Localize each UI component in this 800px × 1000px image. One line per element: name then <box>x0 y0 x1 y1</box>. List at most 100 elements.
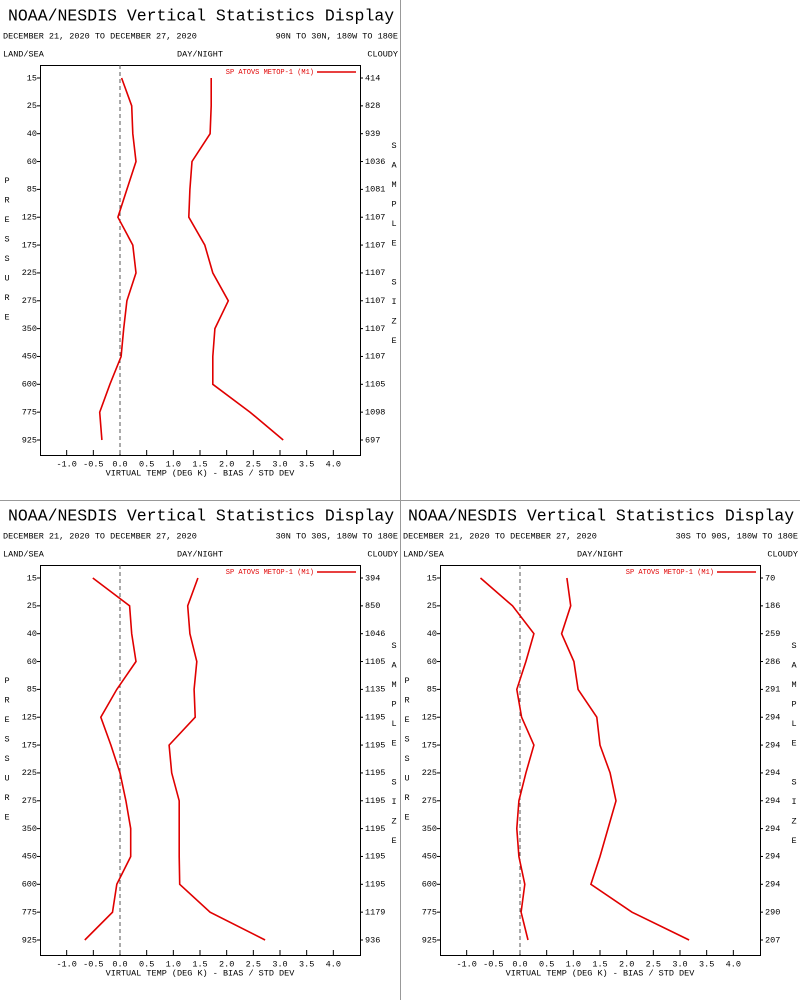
panel: NOAA/NESDIS Vertical Statistics Display D… <box>2 6 399 478</box>
sample-size-label: 850 <box>365 601 380 611</box>
y-tick-label: 85 <box>427 685 437 695</box>
x-tick-label: 2.0 <box>219 459 234 469</box>
sample-size-label: 1105 <box>365 380 385 390</box>
land-sea-label: LAND/SEA <box>3 49 45 59</box>
sample-size-label: 294 <box>765 796 780 806</box>
date-range: DECEMBER 21, 2020 TO DECEMBER 27, 2020 <box>3 31 197 41</box>
x-tick-label: -0.5 <box>483 959 503 969</box>
x-axis-label: VIRTUAL TEMP (DEG K) - BIAS / STD DEV <box>106 968 296 978</box>
sample-size-label: 414 <box>365 73 380 83</box>
land-sea-label: LAND/SEA <box>3 549 45 559</box>
x-tick-label: 3.0 <box>272 959 287 969</box>
y-axis-label: PRESSURE <box>402 676 412 832</box>
y-tick-label: 350 <box>22 324 37 334</box>
sample-size-label: 1179 <box>365 907 385 917</box>
y-tick-label: 15 <box>27 573 37 583</box>
y-tick-label: 125 <box>422 712 437 722</box>
profile-line <box>98 77 137 441</box>
cloudy-label: CLOUDY <box>367 549 398 559</box>
y-tick-label: 125 <box>22 212 37 222</box>
y-tick-label: 450 <box>422 852 437 862</box>
chart-title: NOAA/NESDIS Vertical Statistics Display <box>8 506 394 525</box>
region: 90N TO 30N, 180W TO 180E <box>276 31 398 41</box>
y-tick-label: 350 <box>422 824 437 834</box>
panel: NOAA/NESDIS Vertical Statistics Display D… <box>402 506 799 978</box>
y-tick-label: 225 <box>422 768 437 778</box>
cloudy-label: CLOUDY <box>367 49 398 59</box>
sample-size-label: 70 <box>765 573 775 583</box>
x-tick-label: 2.0 <box>619 959 634 969</box>
region: 30S TO 90S, 180W TO 180E <box>676 531 798 541</box>
y-tick-label: 600 <box>22 380 37 390</box>
sample-size-label: 394 <box>365 573 380 583</box>
region: 30N TO 30S, 180W TO 180E <box>276 531 398 541</box>
profile-line <box>479 577 535 941</box>
x-tick-label: -0.5 <box>83 959 103 969</box>
y-tick-label: 85 <box>27 685 37 695</box>
sample-size-label: 294 <box>765 824 780 834</box>
y-tick-label: 275 <box>422 796 437 806</box>
profile-line <box>187 78 284 441</box>
x-tick-label: 3.5 <box>699 959 714 969</box>
y-tick-label: 350 <box>22 824 37 834</box>
x-tick-label: 0.5 <box>539 959 554 969</box>
x-tick-label: 2.5 <box>246 459 261 469</box>
sample-size-label: 697 <box>365 435 380 445</box>
sample-size-label: 1195 <box>365 712 385 722</box>
sample-size-label: 1107 <box>365 212 385 222</box>
sample-size-label: 259 <box>765 629 780 639</box>
y-tick-label: 175 <box>22 740 37 750</box>
y-tick-label: 60 <box>27 657 37 667</box>
sample-size-label: 1195 <box>365 852 385 862</box>
x-tick-label: 3.5 <box>299 459 314 469</box>
sample-size-label: 294 <box>765 712 780 722</box>
date-range: DECEMBER 21, 2020 TO DECEMBER 27, 2020 <box>3 531 197 541</box>
sample-size-label: 1107 <box>365 240 385 250</box>
plot-frame <box>40 65 361 456</box>
legend-label: SP ATOVS METOP-1 (M1) <box>226 69 314 77</box>
y-tick-label: 600 <box>22 880 37 890</box>
y-tick-label: 925 <box>22 935 37 945</box>
x-tick-label: -1.0 <box>56 459 76 469</box>
plot-frame <box>440 565 761 956</box>
x-tick-label: -1.0 <box>56 959 76 969</box>
x-tick-label: 3.0 <box>272 459 287 469</box>
x-tick-label: 4.0 <box>726 959 741 969</box>
x-tick-label: 4.0 <box>326 459 341 469</box>
x-tick-label: 1.5 <box>192 459 207 469</box>
profile-line <box>560 577 690 941</box>
y-tick-label: 275 <box>22 296 37 306</box>
y-tick-label: 15 <box>27 73 37 83</box>
sample-size-label: 286 <box>765 657 780 667</box>
sample-size-label: 294 <box>765 880 780 890</box>
sample-size-label: 1195 <box>365 740 385 750</box>
y-tick-label: 175 <box>22 240 37 250</box>
x-axis-label: VIRTUAL TEMP (DEG K) - BIAS / STD DEV <box>106 468 296 478</box>
panel: NOAA/NESDIS Vertical Statistics Display D… <box>2 506 399 978</box>
y-tick-label: 25 <box>427 601 437 611</box>
land-sea-label: LAND/SEA <box>403 549 445 559</box>
x-tick-label: 0.5 <box>139 959 154 969</box>
sample-size-label: 1107 <box>365 324 385 334</box>
sample-size-label: 1195 <box>365 824 385 834</box>
x-tick-label: 1.5 <box>192 959 207 969</box>
y-tick-label: 60 <box>27 157 37 167</box>
sample-size-label: 1036 <box>365 157 385 167</box>
y-tick-label: 600 <box>422 880 437 890</box>
y-axis-label: PRESSURE <box>2 676 12 832</box>
y-tick-label: 25 <box>27 601 37 611</box>
x-tick-label: 3.5 <box>299 959 314 969</box>
sample-size-label: 290 <box>765 907 780 917</box>
sample-size-label: 207 <box>765 935 780 945</box>
y-tick-label: 275 <box>22 796 37 806</box>
sample-size-label: 1107 <box>365 296 385 306</box>
plot-frame <box>40 565 361 956</box>
x-tick-label: 1.5 <box>592 959 607 969</box>
chart-title: NOAA/NESDIS Vertical Statistics Display <box>408 506 794 525</box>
x-tick-label: 2.5 <box>646 959 661 969</box>
x-tick-label: 1.0 <box>166 459 181 469</box>
cloudy-label: CLOUDY <box>767 549 798 559</box>
sample-size-label: 828 <box>365 101 380 111</box>
sample-size-label: 186 <box>765 601 780 611</box>
